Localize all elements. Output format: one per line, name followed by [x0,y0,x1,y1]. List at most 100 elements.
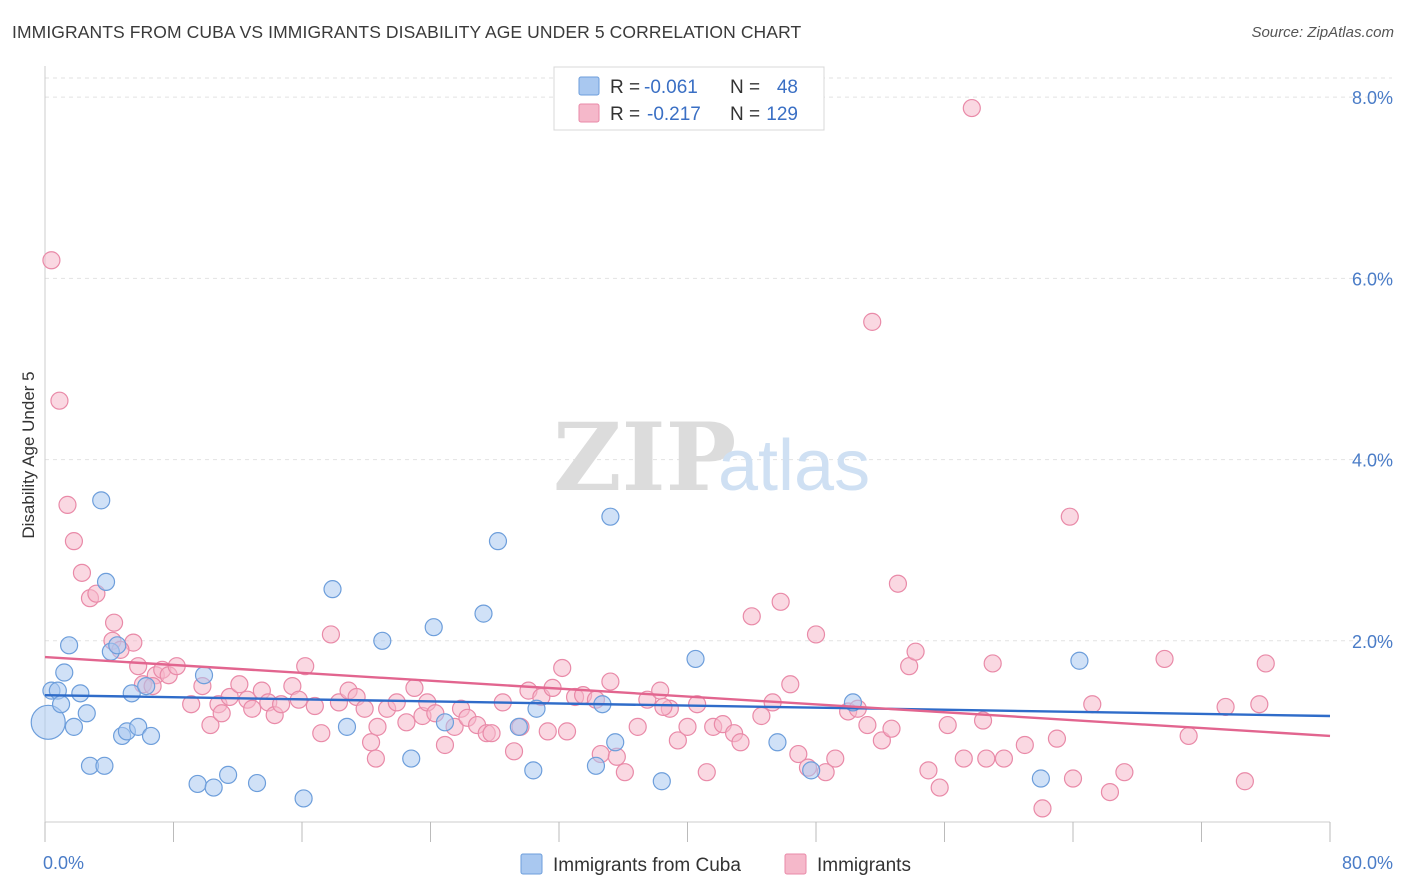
point-cuba [247,773,267,793]
point-immigrants [1256,654,1275,673]
point-immigrants [1179,726,1198,746]
trend-line-immigrants [44,655,1331,738]
point-immigrants [50,391,69,410]
point-cuba [586,756,606,775]
point-cuba [652,772,671,791]
point-cuba [488,532,508,551]
bottom-legend-label-immigrants: Immigrants [817,855,911,876]
point-cuba [1031,769,1050,788]
point-immigrants [230,675,249,694]
point-immigrants [243,699,262,718]
x-tick-label-min: 0.0% [43,853,84,873]
point-immigrants [872,731,891,750]
point-immigrants [42,251,61,270]
point-cuba [294,789,313,808]
point-immigrants [888,574,908,593]
y-tick-label: 2.0% [1352,632,1393,652]
point-cuba [686,649,705,669]
legend-swatch-immigrants [578,103,600,123]
bottom-legend-swatch-immigrants [784,853,807,875]
data-points [30,98,1275,818]
point-cuba [141,726,161,746]
point-immigrants [296,657,315,676]
point-immigrants [387,693,406,712]
point-immigrants [906,642,925,661]
point-immigrants [962,98,981,118]
point-cuba [606,733,625,752]
legend-n-label: N = [730,77,760,98]
point-cuba [96,572,116,592]
x-tick-label-max: 80.0% [1342,853,1393,873]
point-immigrants [504,742,524,761]
gridlines [45,77,1392,642]
point-immigrants [697,763,716,782]
point-cuba [435,713,455,732]
point-immigrants [87,584,106,603]
point-immigrants [954,749,973,768]
point-immigrants [104,613,124,632]
point-cuba [137,676,156,696]
point-immigrants [482,724,501,743]
point-cuba [323,580,342,599]
legend-r-label: R = [610,77,640,98]
point-immigrants [557,722,577,741]
point-immigrants [1083,695,1102,714]
point-immigrants [64,532,84,551]
point-cuba [129,717,148,736]
y-axis-title: Disability Age Under 5 [19,371,38,538]
point-immigrants [651,681,670,700]
point-cuba [373,631,392,650]
point-immigrants [688,695,707,714]
legend-swatch-cuba [578,76,600,96]
point-immigrants [977,749,996,768]
point-immigrants [405,678,424,698]
point-immigrants [538,722,557,741]
point-immigrants [58,495,77,514]
point-immigrants [919,761,938,780]
point-immigrants [305,696,324,716]
point-cuba [64,717,84,736]
point-immigrants [361,733,381,752]
point-cuba [601,507,620,526]
point-immigrants [1060,507,1079,526]
point-immigrants [994,749,1014,768]
legend-r-value-cuba: -0.061 [644,77,698,98]
legend-top: R = -0.061 N = 48 R = -0.217 N = 129 [553,66,825,131]
point-cuba [1070,651,1089,670]
point-immigrants [312,724,331,743]
point-cuba [509,717,528,736]
point-immigrants [1015,735,1034,755]
point-immigrants [781,675,800,694]
point-cuba [188,774,207,794]
point-cuba [55,663,74,682]
point-immigrants [806,625,826,644]
point-immigrants [826,749,845,768]
point-immigrants [368,717,387,736]
point-immigrants [435,735,455,755]
y-tick-label: 4.0% [1352,451,1393,471]
point-cuba [424,618,443,637]
point-immigrants [930,778,949,797]
point-cuba [219,765,238,784]
point-cuba [71,684,90,703]
watermark: ZIP atlas [553,403,870,513]
point-immigrants [201,715,220,735]
point-immigrants [366,749,385,768]
chart-title: IMMIGRANTS FROM CUBA VS IMMIGRANTS DISAB… [12,22,802,42]
point-immigrants [182,695,201,714]
chart-source: Source: ZipAtlas.com [1251,24,1394,41]
legend-n-value-cuba: 48 [777,77,798,98]
point-immigrants [601,672,620,691]
point-cuba [51,695,71,714]
point-immigrants [628,717,647,736]
point-immigrants [321,625,341,644]
point-immigrants [668,731,687,750]
point-cuba [402,749,421,768]
y-tick-label: 8.0% [1352,88,1393,108]
point-immigrants [212,704,231,723]
y-tick-labels: 2.0% 4.0% 6.0% 8.0% [1352,88,1393,652]
point-immigrants [863,312,882,331]
point-cuba [59,636,79,655]
point-immigrants [553,658,572,678]
point-cuba [92,491,111,510]
